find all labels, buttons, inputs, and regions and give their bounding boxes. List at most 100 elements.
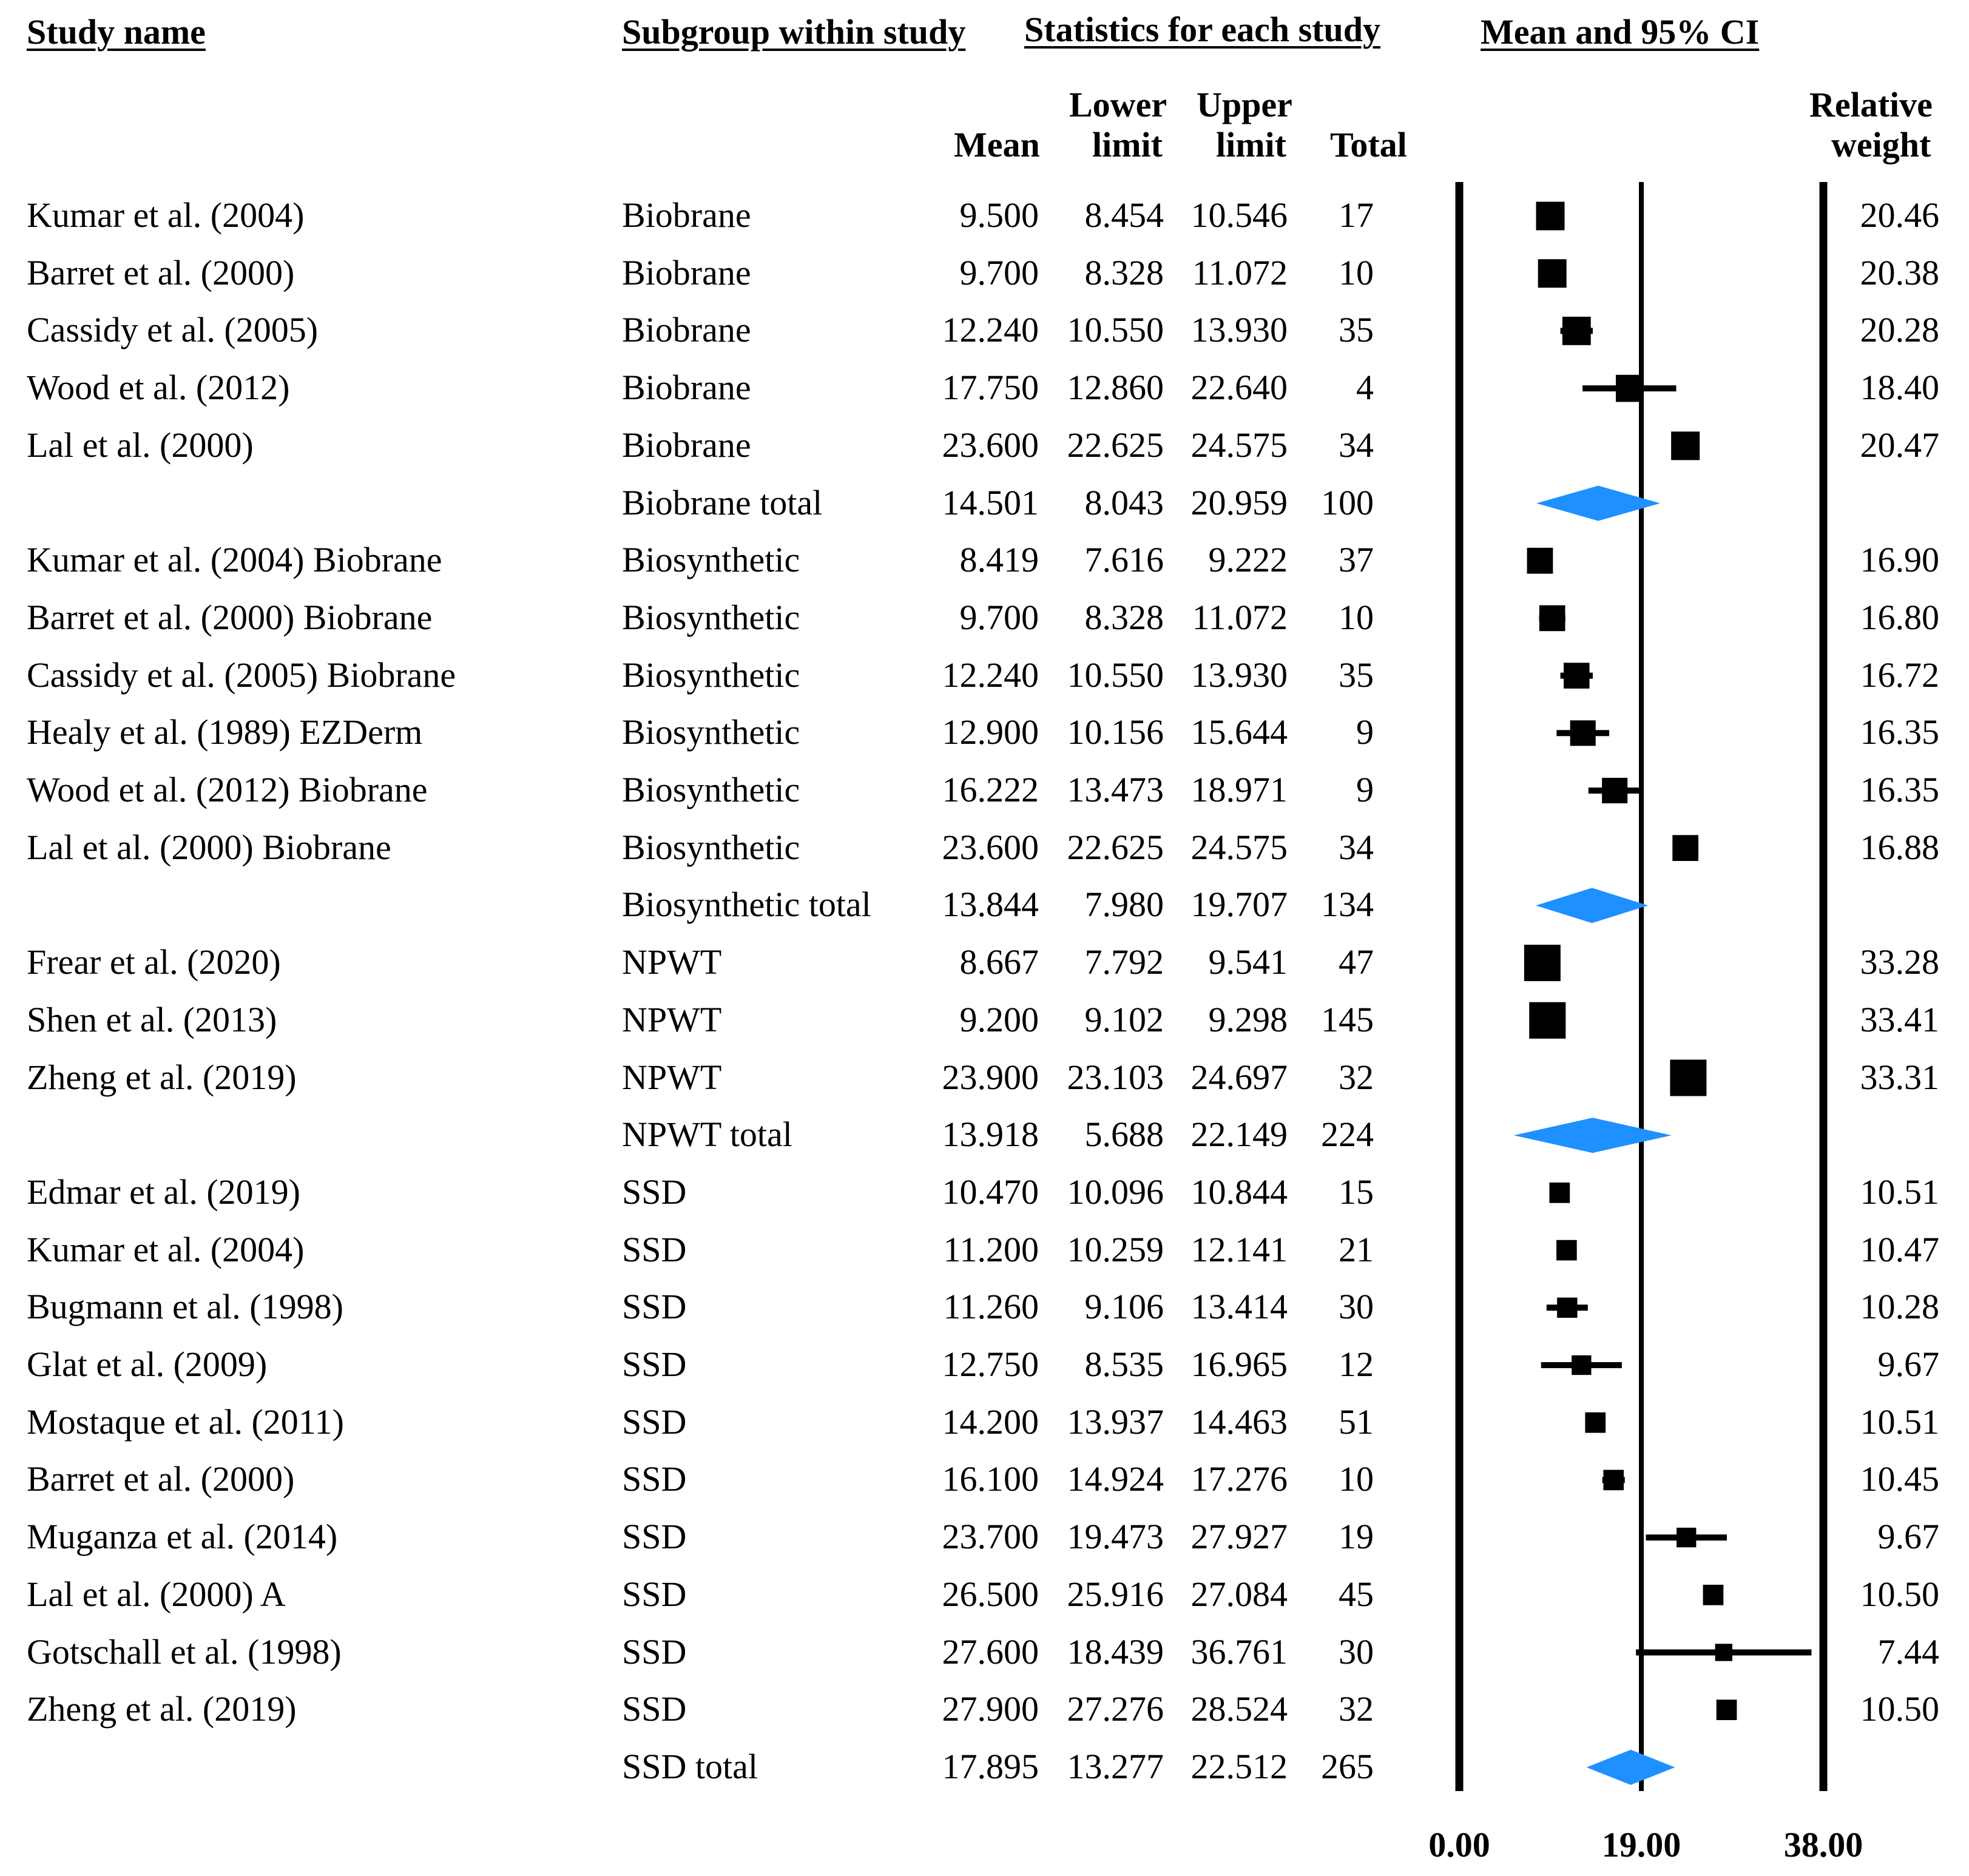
upper-limit-value: 9.298 — [1208, 999, 1288, 1039]
mean-marker — [1585, 1412, 1606, 1433]
study-name: Lal et al. (2000) A — [27, 1574, 286, 1614]
summary-diamond — [1536, 888, 1649, 923]
mean-marker — [1670, 1059, 1707, 1096]
subgroup-label: SSD — [622, 1574, 687, 1614]
relative-weight-value: 10.51 — [1860, 1402, 1940, 1442]
relative-weight-value: 10.28 — [1860, 1287, 1940, 1327]
upper-limit-value: 24.575 — [1191, 425, 1288, 465]
total-value: 35 — [1339, 655, 1374, 695]
relative-weight-value: 20.28 — [1860, 310, 1940, 350]
header-upper-1: Upper — [1197, 85, 1292, 124]
total-value: 51 — [1339, 1402, 1374, 1442]
mean-marker — [1539, 605, 1565, 632]
relative-weight-value: 16.35 — [1860, 712, 1940, 752]
mean-value: 23.700 — [942, 1517, 1039, 1557]
total-value: 21 — [1339, 1229, 1374, 1269]
upper-limit-value: 22.512 — [1191, 1746, 1288, 1786]
study-name: Cassidy et al. (2005) Biobrane — [27, 655, 456, 695]
mean-marker — [1529, 1002, 1566, 1039]
header-lower-1: Lower — [1069, 85, 1167, 124]
upper-limit-value: 19.707 — [1191, 885, 1288, 925]
lower-limit-value: 8.043 — [1084, 482, 1164, 522]
mean-value: 27.600 — [942, 1631, 1039, 1672]
study-name: Wood et al. (2012) — [27, 368, 290, 408]
summary-diamond — [1586, 1749, 1675, 1785]
mean-value: 16.222 — [942, 770, 1039, 809]
relative-weight-value: 9.67 — [1877, 1517, 1940, 1557]
relative-weight-value: 16.88 — [1860, 827, 1940, 867]
study-name: Kumar et al. (2004) Biobrane — [27, 540, 442, 580]
total-value: 265 — [1321, 1746, 1374, 1786]
mean-value: 12.240 — [942, 310, 1039, 350]
relative-weight-value: 16.80 — [1860, 597, 1940, 637]
upper-limit-value: 20.959 — [1191, 482, 1288, 522]
upper-limit-value: 18.971 — [1191, 770, 1288, 809]
subgroup-label: NPWT — [622, 1057, 722, 1097]
relative-weight-value: 33.41 — [1860, 999, 1940, 1039]
x-tick-label-2: 38.00 — [1783, 1825, 1863, 1864]
lower-limit-value: 8.535 — [1084, 1345, 1164, 1384]
upper-limit-value: 14.463 — [1191, 1402, 1288, 1442]
mean-marker — [1557, 1297, 1578, 1318]
lower-limit-value: 9.106 — [1084, 1287, 1164, 1327]
upper-limit-value: 12.141 — [1191, 1229, 1288, 1269]
mean-marker — [1572, 1355, 1592, 1375]
mean-value: 13.844 — [942, 885, 1039, 925]
total-value: 10 — [1339, 1459, 1374, 1499]
header-mean-ci: Mean and 95% CI — [1481, 12, 1760, 52]
upper-limit-value: 13.930 — [1191, 655, 1288, 695]
upper-limit-value: 10.844 — [1191, 1172, 1288, 1212]
subgroup-label: Biosynthetic — [622, 827, 800, 867]
subgroup-label: NPWT — [622, 999, 722, 1039]
study-name: Gotschall et al. (1998) — [27, 1631, 342, 1672]
subgroup-label: Biobrane — [622, 195, 751, 235]
header-total: Total — [1330, 125, 1407, 164]
header-weight-2: weight — [1831, 125, 1931, 164]
study-name: Shen et al. (2013) — [27, 999, 277, 1039]
upper-limit-value: 27.927 — [1191, 1517, 1288, 1557]
lower-limit-value: 10.550 — [1067, 655, 1164, 695]
mean-value: 10.470 — [942, 1172, 1039, 1212]
total-value: 145 — [1321, 999, 1374, 1039]
total-value: 15 — [1339, 1172, 1374, 1212]
relative-weight-value: 33.28 — [1860, 942, 1940, 982]
lower-limit-value: 9.102 — [1084, 999, 1164, 1039]
study-name: Barret et al. (2000) Biobrane — [27, 597, 433, 637]
mean-marker — [1716, 1699, 1737, 1721]
lower-limit-value: 19.473 — [1067, 1517, 1164, 1557]
lower-limit-value: 7.792 — [1084, 942, 1164, 982]
subgroup-label: Biosynthetic — [622, 712, 800, 752]
study-name: Healy et al. (1989) EZDerm — [27, 712, 423, 752]
relative-weight-value: 10.51 — [1860, 1172, 1940, 1212]
relative-weight-value: 10.50 — [1860, 1574, 1940, 1614]
total-value: 10 — [1339, 597, 1374, 637]
total-value: 9 — [1356, 770, 1374, 809]
mean-value: 9.200 — [959, 999, 1039, 1039]
relative-weight-value: 18.40 — [1860, 368, 1940, 408]
upper-limit-value: 24.697 — [1191, 1057, 1288, 1097]
total-value: 9 — [1356, 712, 1374, 752]
subgroup-label: Biobrane — [622, 252, 751, 292]
study-name: Cassidy et al. (2005) — [27, 310, 319, 350]
subgroup-label: SSD — [622, 1517, 687, 1557]
lower-limit-value: 14.924 — [1067, 1459, 1164, 1499]
x-tick-label-0: 0.00 — [1428, 1825, 1490, 1864]
lower-limit-value: 27.276 — [1067, 1689, 1164, 1729]
upper-limit-value: 15.644 — [1191, 712, 1288, 752]
lower-limit-value: 23.103 — [1067, 1057, 1164, 1097]
subgroup-label: Biosynthetic — [622, 770, 800, 809]
subgroup-total-label: Biobrane total — [622, 482, 823, 522]
x-tick-label-1: 19.00 — [1601, 1825, 1681, 1864]
subgroup-label: Biobrane — [622, 310, 751, 350]
mean-value: 26.500 — [942, 1574, 1039, 1614]
subgroup-label: Biobrane — [622, 425, 751, 465]
study-name: Lal et al. (2000) Biobrane — [27, 827, 391, 867]
mean-marker — [1524, 945, 1561, 982]
total-value: 100 — [1321, 482, 1374, 522]
upper-limit-value: 10.546 — [1191, 195, 1288, 235]
lower-limit-value: 18.439 — [1067, 1631, 1164, 1672]
total-value: 47 — [1339, 942, 1374, 982]
study-name: Glat et al. (2009) — [27, 1345, 268, 1384]
header-statistics: Statistics for each study — [1024, 10, 1380, 49]
